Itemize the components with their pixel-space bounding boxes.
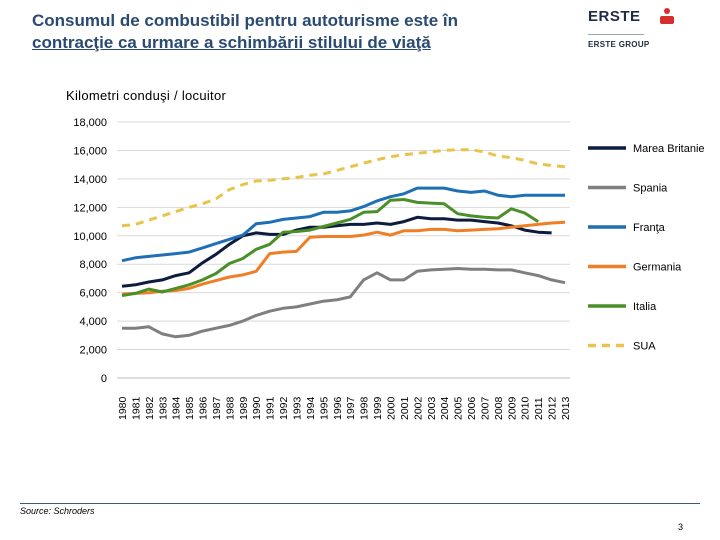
x-tick-label: 1998: [359, 396, 371, 420]
x-tick-label: 1989: [238, 396, 250, 420]
x-tick-label: 2007: [479, 396, 491, 420]
x-tick-label: 1991: [265, 396, 277, 420]
slide-title: Consumul de combustibil pentru autoturis…: [32, 10, 552, 54]
y-tick-label: 14,000: [73, 174, 107, 186]
logo-rule: [588, 34, 644, 35]
y-tick-label: 18,000: [73, 117, 107, 129]
x-tick-label: 2010: [520, 396, 532, 420]
x-tick-label: 2001: [399, 396, 411, 420]
title-line-2: contracţie ca urmare a schimbării stilul…: [32, 33, 431, 52]
series-line-sua: [121, 148, 566, 228]
x-tick-label: 2002: [412, 396, 424, 420]
logo-s-mark-dot: [664, 8, 670, 14]
x-tick-label: 1984: [171, 396, 183, 420]
x-tick-label: 1999: [372, 396, 384, 420]
x-tick-label: 1987: [211, 396, 223, 420]
x-tick-label: 1985: [184, 396, 196, 420]
chart-title: Kilometri conduşi / locuitor: [66, 88, 227, 103]
y-tick-label: 12,000: [73, 202, 107, 214]
x-tick-label: 2012: [547, 396, 559, 420]
x-tick-label: 2000: [385, 396, 397, 420]
y-tick-label: 16,000: [73, 145, 107, 157]
x-tick-label: 2009: [506, 396, 518, 420]
legend-label: Franţa: [633, 222, 666, 234]
y-tick-label: 8,000: [79, 259, 107, 271]
legend-label: SUA: [633, 341, 656, 353]
x-tick-label: 1996: [332, 396, 344, 420]
x-tick-label: 1994: [305, 396, 317, 420]
y-tick-label: 0: [101, 373, 107, 385]
logo-s-mark-body: [660, 16, 674, 24]
x-tick-label: 1990: [251, 396, 263, 420]
x-tick-label: 1980: [117, 396, 129, 420]
legend-label: Italia: [633, 301, 657, 313]
y-tick-label: 4,000: [79, 316, 107, 328]
y-tick-label: 2,000: [79, 345, 107, 357]
source-note: Source: Schroders: [20, 506, 95, 516]
x-tick-label: 2013: [560, 396, 572, 420]
page-number: 3: [678, 522, 684, 532]
x-tick-label: 2006: [466, 396, 478, 420]
title-line-1: Consumul de combustibil pentru autoturis…: [32, 11, 458, 30]
legend-label: Marea Britanie: [633, 143, 705, 155]
x-tick-label: 1986: [198, 396, 210, 420]
series-line-fran-a: [121, 186, 565, 263]
x-tick-label: 2004: [439, 396, 451, 420]
y-tick-label: 6,000: [79, 288, 107, 300]
x-tick-label: 1992: [278, 396, 290, 420]
x-tick-label: 1997: [345, 396, 357, 420]
x-tick-label: 2011: [533, 397, 545, 420]
series-line-marea-britanie: [121, 215, 552, 288]
erste-logo: ERSTE ERSTE GROUP: [588, 4, 698, 54]
footer-divider: [20, 503, 700, 504]
series-line-italia: [121, 198, 540, 297]
y-tick-label: 10,000: [73, 231, 107, 243]
logo-brand-text: ERSTE: [588, 8, 641, 25]
x-tick-label: 2003: [426, 396, 438, 420]
x-tick-label: 1982: [144, 396, 156, 420]
x-tick-label: 1988: [224, 396, 236, 420]
x-tick-label: 2005: [453, 396, 465, 420]
legend-label: Germania: [633, 262, 682, 274]
x-tick-label: 1993: [292, 396, 304, 420]
logo-group-text: ERSTE GROUP: [588, 40, 650, 49]
legend-label: Spania: [633, 183, 668, 195]
x-tick-label: 1995: [318, 396, 330, 420]
series-line-spania: [122, 267, 566, 339]
x-tick-label: 2008: [493, 396, 505, 420]
series-line-germania: [121, 220, 566, 296]
x-tick-label: 1981: [130, 396, 142, 420]
x-tick-label: 1983: [157, 396, 169, 420]
